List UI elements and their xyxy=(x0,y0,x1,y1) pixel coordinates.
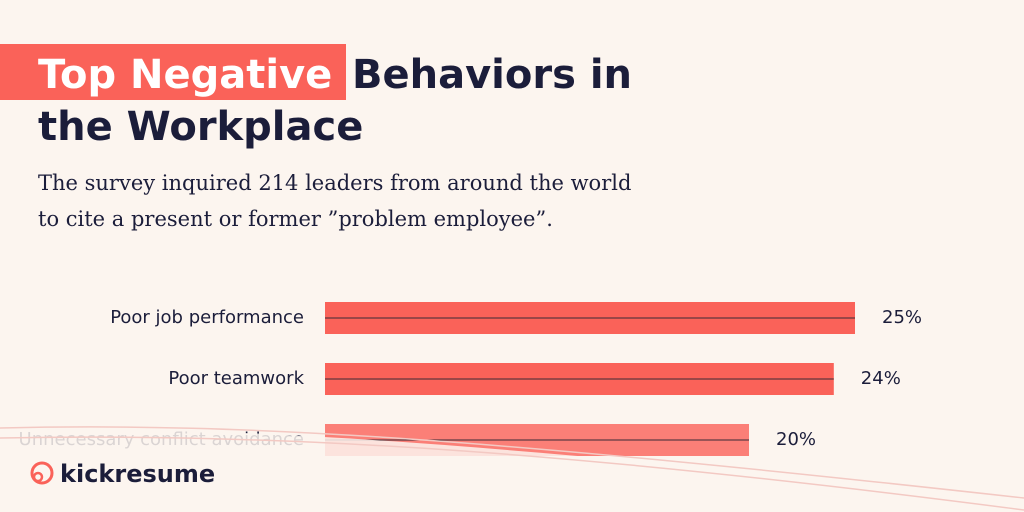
chart-subtitle: The survey inquired 214 leaders from aro… xyxy=(38,171,638,231)
chart-title: Behaviors in the Workplace xyxy=(38,52,646,150)
category-label: Poor job performance xyxy=(110,307,304,328)
title-highlight-box xyxy=(0,44,346,100)
decor-line xyxy=(0,436,1024,511)
category-label: Poor teamwork xyxy=(168,368,304,389)
brand-name: kickresume xyxy=(60,460,215,488)
value-label: 20% xyxy=(776,429,816,450)
decor-overlay xyxy=(0,429,1024,512)
title-highlight: Top Negative xyxy=(38,52,332,98)
value-label: 24% xyxy=(861,368,901,389)
decor-line xyxy=(0,426,1024,499)
brand-logo xyxy=(30,461,54,485)
value-label: 25% xyxy=(882,307,922,328)
